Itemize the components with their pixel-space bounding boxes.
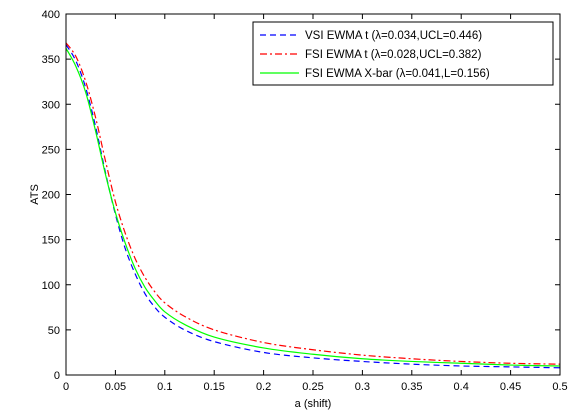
y-tick-label: 150 [42, 235, 60, 247]
y-tick-label: 50 [48, 325, 60, 337]
legend-box [252, 21, 554, 86]
legend-label-2: FSI EWMA t (λ=0.028,UCL=0.382) [305, 49, 482, 61]
x-tick-label: 0.4 [454, 381, 469, 393]
y-tick-label: 400 [42, 9, 60, 21]
legend-label-3: FSI EWMA X-bar (λ=0.041,L=0.156) [305, 68, 490, 80]
x-tick-label: 0 [63, 381, 69, 393]
y-tick-label: 0 [54, 370, 60, 382]
x-tick-label: 0.15 [203, 381, 224, 393]
y-tick-label: 300 [42, 99, 60, 111]
y-tick-label: 350 [42, 54, 60, 66]
x-tick-label: 0.45 [500, 381, 521, 393]
series-line-3 [65, 48, 561, 367]
x-tick-label: 0.25 [302, 381, 323, 393]
x-tick-label: 0.5 [552, 381, 567, 393]
series-line-2 [65, 42, 561, 365]
y-tick-label: 100 [42, 280, 60, 292]
legend: VSI EWMA t (λ=0.034,UCL=0.446) FSI EWMA t… [252, 21, 554, 86]
x-tick-label: 0.2 [256, 381, 271, 393]
series-line-1 [65, 44, 561, 369]
x-tick-label: 0.05 [105, 381, 126, 393]
x-tick-label: 0.1 [157, 381, 172, 393]
y-tick-label: 200 [42, 190, 60, 202]
x-axis-label: a (shift) [295, 398, 332, 410]
y-tick-label: 250 [42, 144, 60, 156]
x-tick-label: 0.35 [401, 381, 422, 393]
legend-label-1: VSI EWMA t (λ=0.034,UCL=0.446) [305, 30, 482, 42]
x-tick-label: 0.3 [355, 381, 370, 393]
y-axis-label: ATS [29, 184, 41, 205]
